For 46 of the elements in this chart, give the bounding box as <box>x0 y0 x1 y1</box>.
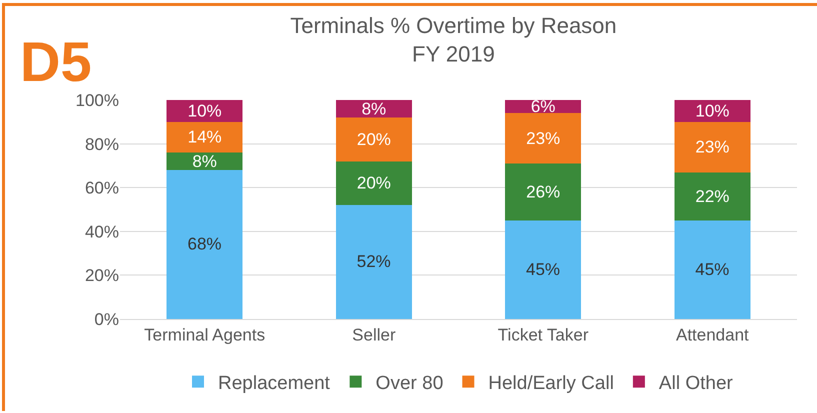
chart-subtitle: FY 2019 <box>412 42 495 67</box>
bar <box>166 170 243 319</box>
legend-label: Held/Early Call <box>488 373 614 394</box>
x-tick-label: Seller <box>352 325 396 344</box>
data-label: 52% <box>356 252 391 272</box>
data-label: 8% <box>192 152 217 171</box>
legend-label: Over 80 <box>376 373 444 394</box>
y-tick-label: 20% <box>84 266 119 286</box>
data-label: 22% <box>695 186 730 206</box>
data-label: 20% <box>356 130 391 149</box>
data-label: 23% <box>695 138 730 157</box>
bar <box>505 113 582 164</box>
bar <box>336 161 412 206</box>
data-label: 45% <box>695 260 730 279</box>
bar <box>505 164 582 220</box>
y-tick-label: 0% <box>94 310 119 329</box>
y-tick-label: 100% <box>76 90 119 110</box>
data-label: 45% <box>526 260 560 279</box>
data-label: 6% <box>530 97 556 116</box>
bar <box>336 118 412 162</box>
x-tick-label: Ticket Taker <box>498 325 589 344</box>
bar <box>336 205 412 319</box>
bar <box>166 100 243 122</box>
data-label: 26% <box>526 182 560 202</box>
data-label: 14% <box>188 128 222 147</box>
data-label: 10% <box>188 101 222 120</box>
x-tick-label: Terminal Agents <box>144 325 266 344</box>
bar <box>674 172 750 220</box>
x-tick-label: Attendant <box>676 325 750 344</box>
bar <box>674 100 750 122</box>
y-tick-label: 40% <box>84 222 119 242</box>
bar <box>674 122 750 172</box>
data-label: 23% <box>526 128 560 148</box>
data-label: 20% <box>356 174 391 193</box>
bar <box>505 220 582 319</box>
data-label: 68% <box>188 234 222 254</box>
bar <box>166 122 243 153</box>
legend-label: All Other <box>658 373 734 394</box>
legend-label: Replacement <box>218 373 331 394</box>
y-tick-label: 60% <box>84 178 119 198</box>
chart-title: Terminals % Overtime by Reason <box>290 13 617 38</box>
bar <box>674 220 750 319</box>
text: D5 <box>20 30 92 93</box>
data-label: 10% <box>695 101 730 120</box>
data-label: 8% <box>362 99 386 118</box>
y-tick-label: 80% <box>84 134 119 154</box>
